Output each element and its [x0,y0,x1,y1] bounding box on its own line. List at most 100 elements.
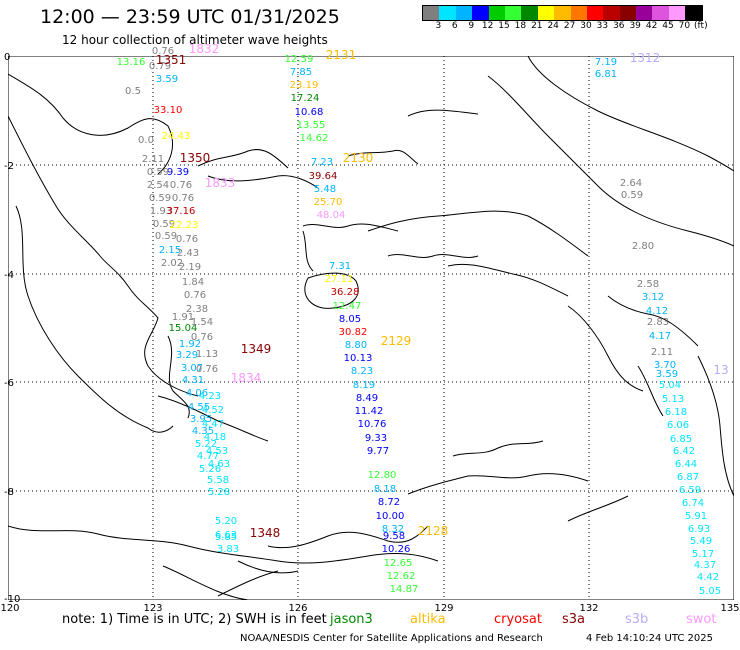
wave-height-value: 1.13 [195,349,219,360]
wave-height-value: 4.42 [696,572,720,583]
color-swatch [603,6,620,20]
wave-height-value: 10.68 [294,107,324,118]
wave-height-value: 2.19 [178,262,202,273]
wave-height-value: 12.62 [386,571,416,582]
color-scale-tick: 27 [563,21,576,31]
wave-height-value: 4.77 [196,451,220,462]
wave-height-value: 0.76 [195,364,219,375]
color-scale-tick: 30 [580,21,592,31]
color-swatch [537,6,555,20]
wave-height-value: 33.10 [153,105,183,116]
color-scale-tick: 21 [531,21,543,31]
wave-height-value: 37.16 [166,206,196,217]
wave-height-value: 8.05 [338,314,362,325]
longitude-label: 120 [0,603,20,614]
latitude-label: -4 [4,270,14,281]
wave-height-value: 17.24 [290,93,320,104]
wave-height-value: 8.49 [355,393,379,404]
wave-height-value: 1.54 [190,317,214,328]
wave-height-value: 1.84 [181,277,205,288]
wave-height-value: 2.02 [160,258,184,269]
wave-height-value: 5.13 [661,394,685,405]
wave-height-value: 48.04 [316,210,346,221]
color-scale-tick: 70 [678,21,691,31]
satellite-legend-item: cryosat [494,612,542,627]
wave-height-value: 25.70 [313,197,343,208]
wave-height-value: 3.29 [175,350,199,361]
wave-height-value: 3.07 [180,363,204,374]
color-scale-tick: 36 [613,21,625,31]
color-swatch [570,6,587,20]
wave-height-value: 13.55 [296,120,326,131]
latitude-label: -10 [4,594,21,605]
wave-height-value: 39.64 [308,171,338,182]
wave-height-value: 0.5 [125,86,141,97]
wave-height-value: 8.32 [381,524,405,535]
wave-height-value: 4.17 [648,331,672,342]
color-scale-tick: 6 [451,21,458,31]
wave-height-value: 5.17 [691,549,715,560]
wave-height-value: 0.76 [190,332,214,343]
color-swatch [423,6,440,20]
color-scale-tick: 18 [514,21,527,31]
pass-id-label: 1348 [249,526,281,540]
pass-id-label: 1351 [155,53,187,67]
wave-height-value: 5.26 [198,464,222,475]
wave-height-value: 1.93 [149,206,173,217]
color-swatch [652,6,669,20]
wave-height-value: 6.81 [594,69,618,80]
wave-height-value: 7.85 [289,67,313,78]
wave-height-value: 3.12 [641,292,665,303]
wave-height-value: 36.28 [330,287,360,298]
wave-height-value: 0.76 [183,290,207,301]
wave-height-value: 4.52 [201,405,225,416]
longitude-label: 123 [143,603,163,614]
wave-height-value: 6.93 [687,524,711,535]
page-title: 12:00 — 23:59 UTC 01/31/2025 [40,6,340,28]
note-text: note: 1) Time is in UTC; 2) SWH is in fe… [62,612,327,627]
wave-height-value: 2.64 [619,178,643,189]
pass-id-label: 1349 [240,342,272,356]
satellite-legend-item: jason3 [330,612,373,627]
wave-height-value: 2.43 [176,248,200,259]
map-gridlines [8,56,734,600]
pass-id-label: 13 [713,363,729,377]
wave-height-value: 3.59 [155,74,179,85]
pass-id-label: 1833 [204,176,236,190]
color-scale-tick: 15 [498,21,510,31]
wave-height-value: 22.23 [169,220,199,231]
wave-height-value: 30.82 [338,327,368,338]
color-swatch [619,6,637,20]
wave-height-value: 9.77 [366,446,390,457]
wave-height-value: 5.49 [689,536,713,547]
wave-height-value: 9.33 [364,433,388,444]
wave-height-value: 8.23 [350,366,374,377]
wave-height-value: 2.11 [650,347,674,358]
wave-height-value: 2.58 [636,279,660,290]
wave-height-value: 7.19 [594,57,618,68]
wave-height-value: 23.19 [289,80,319,91]
longitude-label: 135 [720,603,740,614]
satellite-legend-item: s3a [562,612,586,627]
wave-height-value: 3.95 [189,414,213,425]
color-swatch [439,6,456,20]
color-swatch [455,6,473,20]
color-swatch [668,6,686,20]
wave-height-value: 12.65 [383,558,413,569]
wave-height-value: 0.79 [148,61,172,72]
wave-height-value: 5.28 [207,487,231,498]
color-scale-tick: 12 [481,21,494,31]
wave-height-value: 0.0 [138,135,154,146]
wave-height-value: 8.19 [352,380,376,391]
satellite-legend-item: swot [686,612,717,627]
color-scale-tick: 42 [645,21,658,31]
wave-height-value: 13.16 [116,57,146,68]
wave-height-value: 9.58 [382,531,406,542]
wave-height-value: 6.42 [672,446,696,457]
wave-height-value: 8.18 [373,484,397,495]
color-swatch [521,6,538,20]
color-scale-tick: (ft) [694,21,708,31]
wave-height-value: 3.70 [653,360,677,371]
footer-timestamp: 4 Feb 14:10:24 UTC 2025 [586,633,713,644]
wave-height-value: 2.11 [141,154,165,165]
